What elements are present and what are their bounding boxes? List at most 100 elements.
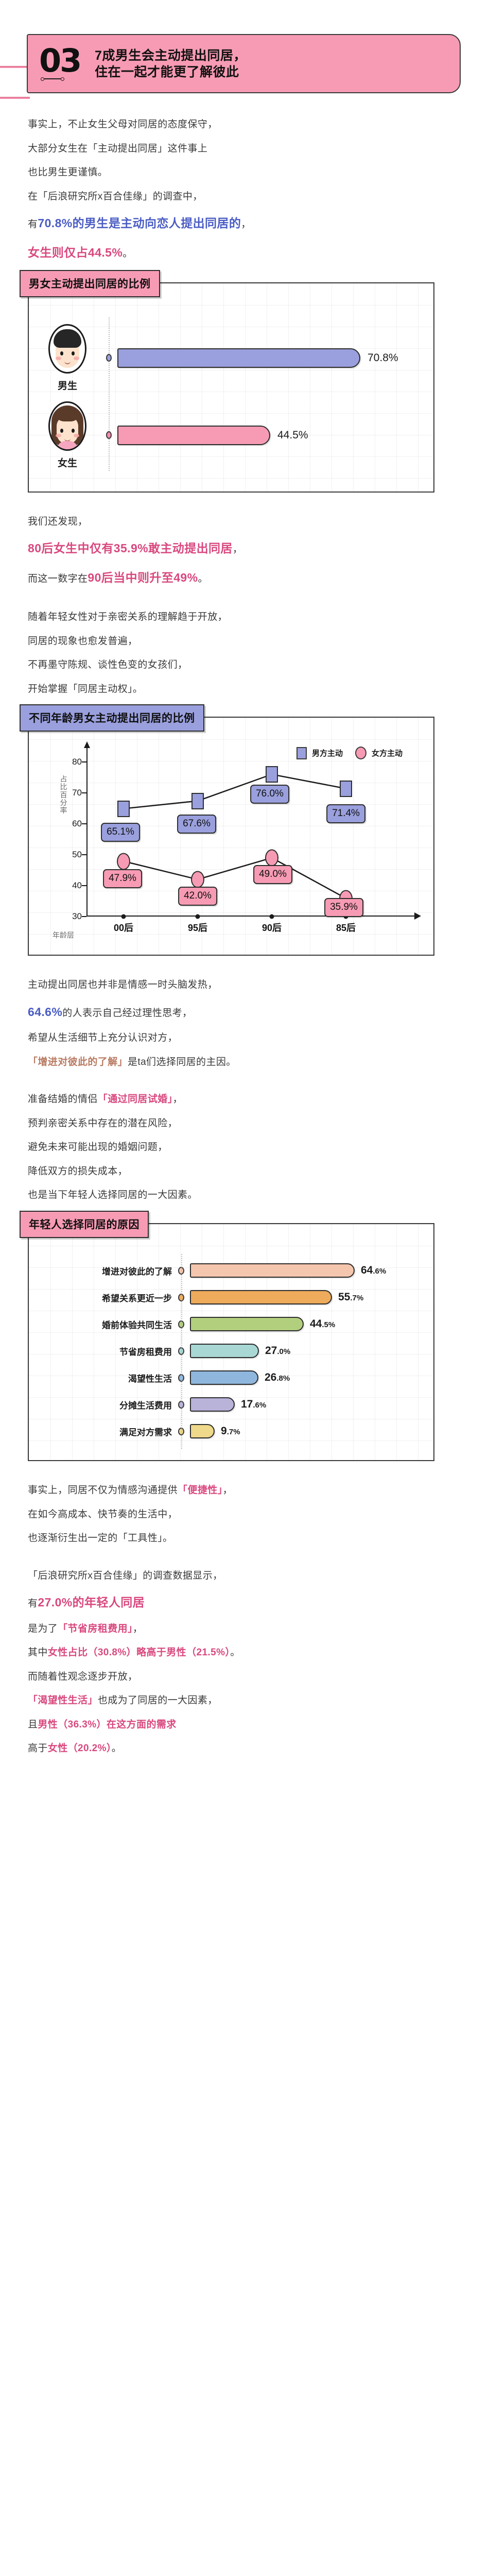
intro-line-4: 在「后浪研究所x百合佳缘」的调查中， bbox=[28, 191, 203, 202]
reason-bar-5 bbox=[190, 1397, 235, 1412]
quote-sexual-life: 「渴望性生活」 bbox=[28, 1695, 98, 1706]
quote-trial-marriage: 「通过同居试婚」 bbox=[97, 1094, 173, 1105]
infographic-page: 03 7成男生会主动提出同居， 住在一起才能更了解彼此 事实上，不止女生父母对同… bbox=[0, 0, 489, 1761]
intro-line-2: 大部分女生在「主动提出同居」这件事上 bbox=[28, 143, 208, 154]
stat-female-initiate: 女生则仅占44.5% bbox=[28, 245, 123, 259]
reason-bar-3 bbox=[190, 1344, 259, 1359]
table-row: 满足对方需求 9.7% bbox=[29, 1418, 433, 1445]
male-label-95: 67.6% bbox=[177, 815, 216, 834]
male-bar-origin-dot bbox=[106, 354, 112, 362]
closing-paragraph: 事实上，同居不仅为情感沟通提供「便捷性」， 在如今高成本、快节奏的生活中， 也逐… bbox=[0, 1479, 489, 1761]
intro-line-5: 有70.8%的男生是主动向恋人提出同居的， bbox=[28, 216, 251, 230]
table-row: 节省房租费用 27.0% bbox=[29, 1337, 433, 1364]
reason-bar-1 bbox=[190, 1290, 332, 1305]
reason-value-3: 27.0% bbox=[265, 1345, 291, 1357]
chart-3-body: 增进对彼此的了解 64.6% 希望关系更近一步 55.7% 婚前体验共同生活 4… bbox=[29, 1224, 433, 1460]
x-axis-arrow-icon bbox=[414, 912, 421, 920]
quote-save-rent: 「节省房租费用」 bbox=[58, 1623, 133, 1634]
male-avatar-icon bbox=[48, 324, 86, 374]
closing-line-5: 有27.0%的年轻人同居 bbox=[28, 1596, 145, 1609]
xtick-90: 90后 bbox=[261, 923, 282, 934]
closing-line-6: 是为了「节省房租费用」， bbox=[28, 1623, 143, 1634]
ytick-30: 30 bbox=[72, 911, 82, 922]
chart-1-body: 男生 70.8% bbox=[29, 283, 433, 492]
female-label-90: 49.0% bbox=[253, 865, 292, 885]
female-bar bbox=[117, 425, 270, 445]
reason-value-5: 17.6% bbox=[241, 1398, 267, 1411]
dash-dot-right bbox=[61, 77, 64, 81]
reason-label-2: 婚前体验共同生活 bbox=[102, 1320, 172, 1330]
table-row: 希望关系更近一步 55.7% bbox=[29, 1284, 433, 1311]
header-rail-bottom bbox=[0, 97, 30, 99]
closing-line-4: 「后浪研究所x百合佳缘」的调查数据显示， bbox=[28, 1570, 223, 1581]
reason-bar-6 bbox=[190, 1424, 215, 1439]
closing-line-11: 高于女性（20.2%）。 bbox=[28, 1743, 122, 1754]
mid-line-5: 同居的现象也愈发普遍， bbox=[28, 635, 138, 647]
reason-bar-2 bbox=[190, 1317, 304, 1332]
reason-value-0: 64.6% bbox=[361, 1264, 387, 1277]
table-row: 婚前体验共同生活 44.5% bbox=[29, 1311, 433, 1337]
xdot-95 bbox=[195, 914, 200, 919]
chart-2-plot-area: 30 40 50 60 70 80 bbox=[72, 741, 421, 933]
ytick-70: 70 bbox=[72, 788, 82, 798]
reason-line-4: 「增进对彼此的了解」是ta们选择同居的主因。 bbox=[28, 1056, 236, 1067]
stat-female-sexual-need: 女性（20.2%） bbox=[47, 1743, 112, 1754]
reason-label-0: 增进对彼此的了解 bbox=[102, 1266, 172, 1277]
reason-line-7: 避免未来可能出现的婚姻问题， bbox=[28, 1142, 168, 1153]
mid-line-7: 开始掌握「同居主动权」。 bbox=[28, 683, 143, 694]
ytick-50: 50 bbox=[72, 850, 82, 860]
ytick-mark-70 bbox=[82, 792, 86, 794]
female-point-00 bbox=[117, 853, 130, 870]
y-axis-arrow-icon bbox=[84, 741, 90, 749]
female-label-85: 35.9% bbox=[324, 898, 363, 918]
ytick-mark-50 bbox=[82, 854, 86, 856]
page-title-line1: 7成男生会主动提出同居， bbox=[95, 48, 247, 63]
stat-80s-female: 80后女生中仅有35.9%敢主动提出同居 bbox=[28, 541, 233, 555]
chart-reasons: 年轻人选择同居的原因 增进对彼此的了解 64.6% 希望关系更近一步 55.7%… bbox=[20, 1211, 434, 1462]
ytick-60: 60 bbox=[72, 819, 82, 829]
mid-line-3: 而这一数字在90后当中则升至49%。 bbox=[28, 570, 208, 584]
section-header: 03 7成男生会主动提出同居， 住在一起才能更了解彼此 bbox=[0, 0, 489, 99]
chart-1-row-female: 女生 44.5% bbox=[29, 397, 433, 474]
female-label-95: 42.0% bbox=[178, 887, 217, 906]
male-point-95 bbox=[191, 792, 204, 809]
section-number: 03 bbox=[39, 42, 82, 80]
page-title: 7成男生会主动提出同居， 住在一起才能更了解彼此 bbox=[95, 47, 247, 80]
stat-rational-think: 64.6% bbox=[28, 1005, 63, 1019]
stat-male-initiate: 70.8%的男生是主动向恋人提出同居的 bbox=[38, 216, 241, 230]
mid-line-1: 我们还发现， bbox=[28, 516, 88, 527]
quote-mutual-understanding: 「增进对彼此的了解」 bbox=[28, 1056, 128, 1067]
header-number-block: 03 bbox=[28, 42, 95, 81]
stat-rent-saving: 27.0%的年轻人同居 bbox=[38, 1596, 145, 1609]
reason-value-1: 55.7% bbox=[338, 1291, 364, 1303]
chart-2-title: 不同年龄男女主动提出同居的比例 bbox=[20, 704, 204, 732]
reason-value-2: 44.5% bbox=[310, 1318, 336, 1330]
ytick-mark-60 bbox=[82, 823, 86, 825]
female-label-00: 47.9% bbox=[103, 869, 142, 889]
reason-line-3: 希望从生活细节上充分认识对方， bbox=[28, 1032, 178, 1044]
chart-2-ylabel: 占比百分率 bbox=[60, 775, 68, 815]
chart-2-legend: 男方主动 女方主动 bbox=[296, 747, 403, 760]
header-banner: 03 7成男生会主动提出同居， 住在一起才能更了解彼此 bbox=[27, 34, 461, 93]
mid-line-6: 不再墨守陈规、谈性色变的女孩们， bbox=[28, 659, 188, 671]
reason-line-1: 主动提出同居也并非是情感一时头脑发热， bbox=[28, 979, 218, 991]
chart-1-row-male: 男生 70.8% bbox=[29, 319, 433, 397]
header-rail-top bbox=[0, 66, 30, 68]
page-title-line2: 住在一起才能更了解彼此 bbox=[95, 64, 239, 79]
dash-line bbox=[44, 78, 61, 80]
reason-value-6: 9.7% bbox=[221, 1425, 240, 1437]
reason-bar-0 bbox=[190, 1263, 355, 1278]
stat-gender-rent-split: 女性占比（30.8%）略高于男性（21.5%） bbox=[47, 1647, 231, 1658]
table-row: 增进对彼此的了解 64.6% bbox=[29, 1257, 433, 1284]
stat-90s-female: 90后当中则升至49% bbox=[88, 570, 198, 584]
female-point-95 bbox=[191, 871, 204, 888]
reason-line-9: 也是当下年轻人选择同居的一大因素。 bbox=[28, 1190, 198, 1201]
intro-line-1: 事实上，不止女生父母对同居的态度保守， bbox=[28, 119, 218, 130]
reason-label-1: 希望关系更近一步 bbox=[102, 1293, 172, 1303]
ytick-80: 80 bbox=[72, 757, 82, 767]
xtick-85: 85后 bbox=[336, 923, 356, 934]
reason-label-3: 节省房租费用 bbox=[119, 1347, 172, 1357]
closing-line-7: 其中女性占比（30.8%）略高于男性（21.5%）。 bbox=[28, 1647, 240, 1658]
legend-female-label: 女方主动 bbox=[371, 749, 403, 758]
chart-1-baseline-guide bbox=[109, 317, 110, 471]
